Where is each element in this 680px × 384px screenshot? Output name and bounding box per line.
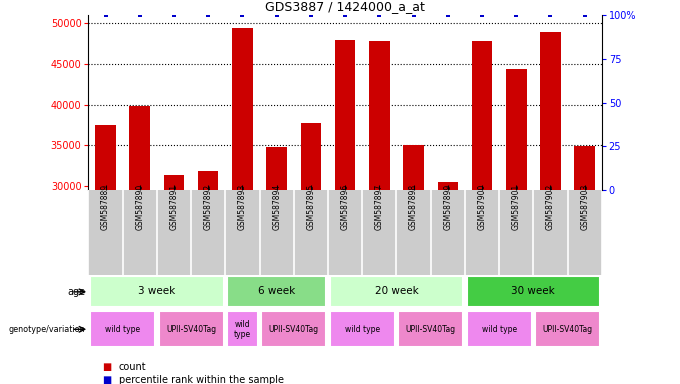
Bar: [472, 41, 492, 190]
Bar: [90, 311, 155, 348]
Text: count: count: [119, 362, 147, 372]
Text: wild type: wild type: [345, 325, 379, 334]
Bar: [129, 106, 150, 190]
Text: 30 week: 30 week: [511, 286, 556, 296]
Title: GDS3887 / 1424000_a_at: GDS3887 / 1424000_a_at: [265, 0, 425, 13]
Text: UPII-SV40Tag: UPII-SV40Tag: [543, 325, 593, 334]
Bar: [437, 182, 458, 190]
Text: wild
type: wild type: [234, 319, 251, 339]
Text: wild type: wild type: [481, 325, 517, 334]
Bar: [540, 31, 561, 190]
Bar: [466, 311, 532, 348]
Text: age: age: [67, 287, 85, 297]
Text: ■: ■: [102, 362, 112, 372]
Text: ■: ■: [102, 375, 112, 384]
Bar: [95, 125, 116, 190]
Text: 20 week: 20 week: [375, 286, 418, 296]
Bar: [261, 311, 326, 348]
Bar: [398, 311, 463, 348]
Bar: [335, 40, 356, 190]
Bar: [330, 311, 394, 348]
Bar: [403, 144, 424, 190]
Bar: [301, 123, 321, 190]
Text: wild type: wild type: [105, 325, 140, 334]
Bar: [90, 276, 224, 307]
Bar: [227, 276, 326, 307]
Bar: [227, 311, 258, 348]
Bar: [330, 276, 463, 307]
Text: UPII-SV40Tag: UPII-SV40Tag: [405, 325, 456, 334]
Bar: [232, 28, 253, 190]
Text: UPII-SV40Tag: UPII-SV40Tag: [166, 325, 216, 334]
Bar: [466, 276, 600, 307]
Text: 3 week: 3 week: [138, 286, 175, 296]
Bar: [267, 147, 287, 190]
Bar: [535, 311, 600, 348]
Bar: [575, 146, 595, 190]
Text: percentile rank within the sample: percentile rank within the sample: [119, 375, 284, 384]
Text: 6 week: 6 week: [258, 286, 295, 296]
Bar: [198, 171, 218, 190]
Text: UPII-SV40Tag: UPII-SV40Tag: [269, 325, 319, 334]
Bar: [158, 311, 224, 348]
Bar: [164, 175, 184, 190]
Text: genotype/variation: genotype/variation: [8, 325, 85, 334]
Bar: [506, 69, 526, 190]
Bar: [369, 41, 390, 190]
